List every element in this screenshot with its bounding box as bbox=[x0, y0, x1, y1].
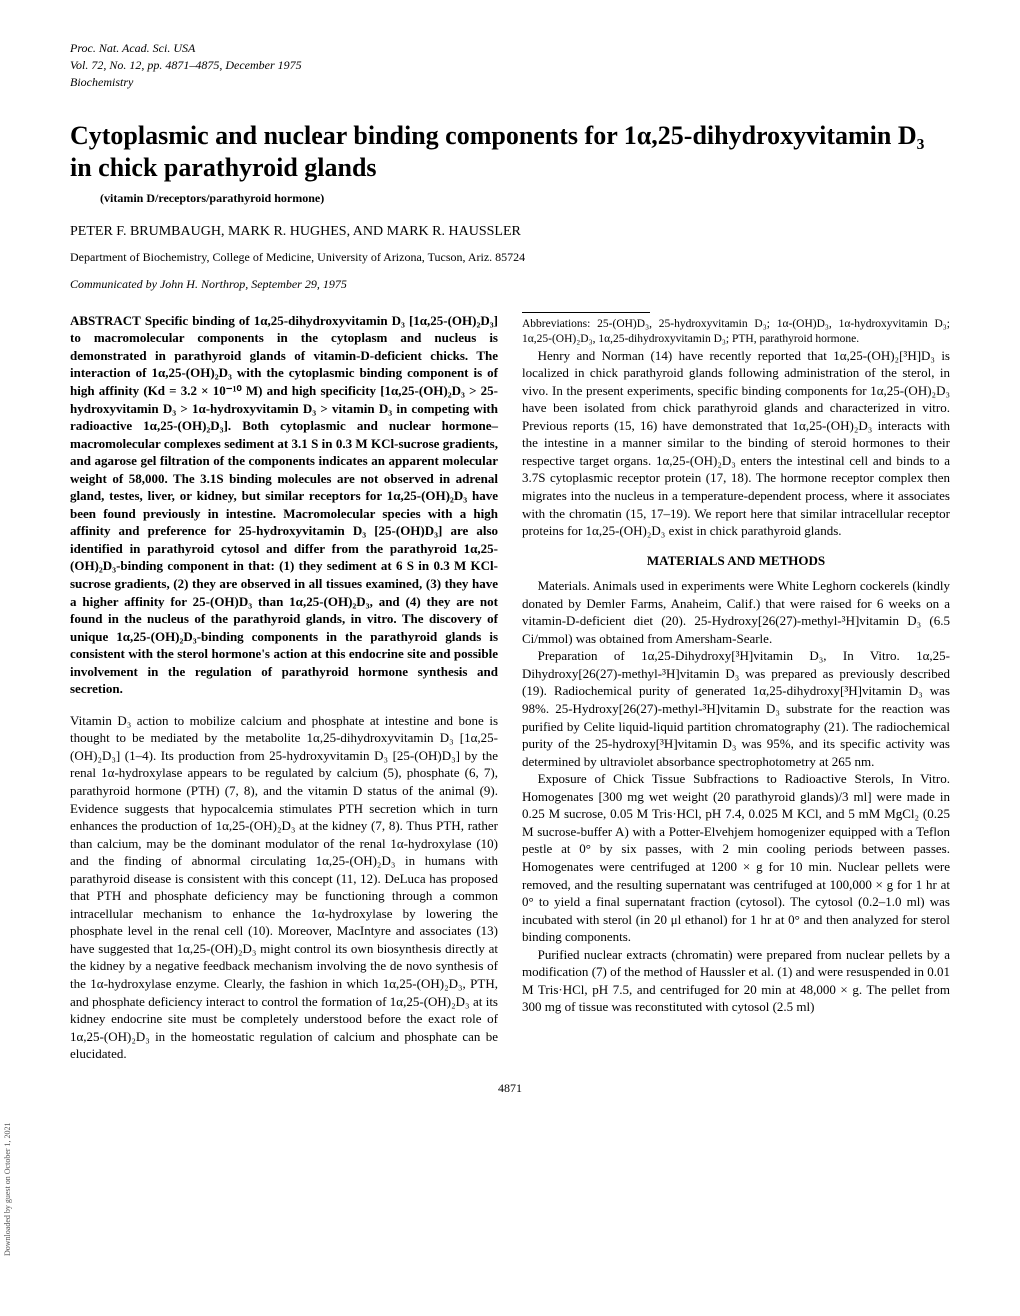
body-paragraph-4: Preparation of 1α,25-Dihydroxy[³H]vitami… bbox=[522, 647, 950, 770]
volume-info: Vol. 72, No. 12, pp. 4871–4875, December… bbox=[70, 57, 950, 74]
abbreviations-footnote: Abbreviations: 25-(OH)D₃, 25-hydroxyvita… bbox=[522, 317, 950, 347]
header-metadata: Proc. Nat. Acad. Sci. USA Vol. 72, No. 1… bbox=[70, 40, 950, 90]
journal-name: Proc. Nat. Acad. Sci. USA bbox=[70, 40, 950, 57]
communicated-by: Communicated by John H. Northrop, Septem… bbox=[70, 277, 950, 292]
footnote-divider bbox=[522, 312, 650, 313]
download-watermark: Downloaded by guest on October 1, 2021 bbox=[3, 1122, 12, 1256]
body-paragraph-6: Purified nuclear extracts (chromatin) we… bbox=[522, 946, 950, 1016]
body-paragraph-2: Henry and Norman (14) have recently repo… bbox=[522, 347, 950, 540]
article-title: Cytoplasmic and nuclear binding componen… bbox=[70, 120, 950, 182]
abstract-label: ABSTRACT bbox=[70, 313, 141, 328]
keywords: (vitamin D/receptors/parathyroid hormone… bbox=[100, 191, 950, 206]
affiliation: Department of Biochemistry, College of M… bbox=[70, 250, 950, 265]
article-body: ABSTRACT Specific binding of 1α,25-dihyd… bbox=[70, 312, 950, 1063]
abstract-text-p1: Specific binding of 1α,25-dihydroxyvitam… bbox=[70, 313, 498, 521]
body-paragraph-5: Exposure of Chick Tissue Subfractions to… bbox=[522, 770, 950, 945]
authors: PETER F. BRUMBAUGH, MARK R. HUGHES, AND … bbox=[70, 224, 950, 240]
body-paragraph-3: Materials. Animals used in experiments w… bbox=[522, 577, 950, 647]
body-paragraph-1: Vitamin D₃ action to mobilize calcium an… bbox=[70, 712, 498, 1063]
abstract-text-p2: Macromolecular species with a high affin… bbox=[70, 506, 498, 696]
abstract: ABSTRACT Specific binding of 1α,25-dihyd… bbox=[70, 312, 498, 698]
methods-heading: MATERIALS AND METHODS bbox=[522, 552, 950, 570]
section-name: Biochemistry bbox=[70, 74, 950, 91]
page-number: 4871 bbox=[70, 1081, 950, 1096]
